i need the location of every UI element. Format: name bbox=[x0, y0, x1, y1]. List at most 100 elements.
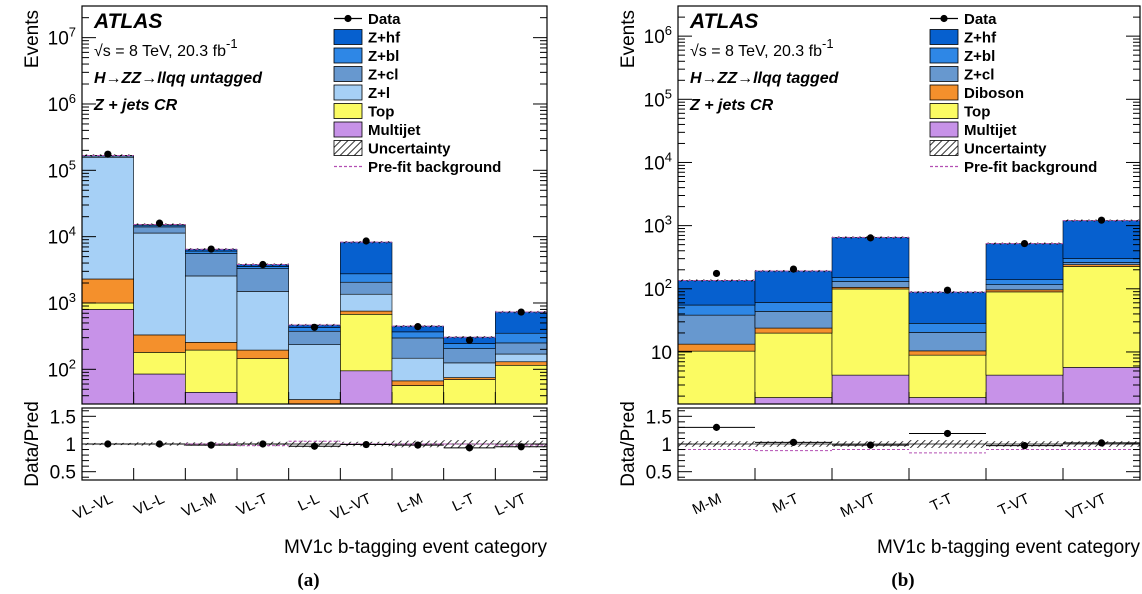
bar-z-hf-t-vt bbox=[985, 243, 1064, 281]
legend-item-z-hf-label: Z+hf bbox=[964, 30, 997, 47]
bar-z-bl-vl-vt bbox=[340, 273, 393, 283]
y-tick-label: 102 bbox=[48, 356, 76, 381]
ratio-point-vt-vt bbox=[1097, 439, 1106, 447]
category-label-l-vt: L-VT bbox=[492, 490, 529, 519]
stacked-bars bbox=[82, 154, 547, 404]
bar-multijet-vl-l bbox=[133, 373, 186, 404]
y-tick-label: 103 bbox=[48, 290, 76, 315]
ratio-point-vl-l bbox=[155, 440, 164, 448]
bar-z-hf-m-t bbox=[754, 270, 833, 303]
legend-item-z-cl-swatch bbox=[929, 66, 959, 82]
category-label-t-vt: T-VT bbox=[996, 490, 1033, 519]
ratio-panel: 0.5 1 1.5 Data/Pred bbox=[618, 401, 1141, 487]
ratio-point-l-m bbox=[414, 441, 422, 449]
bar-diboson-vl-vl bbox=[82, 278, 134, 304]
bar-z-l-l-m bbox=[391, 357, 444, 382]
ratio-y-tick-label: 1 bbox=[65, 435, 76, 456]
bar-multijet-m-vt bbox=[831, 374, 910, 404]
data-point-vl-l bbox=[155, 219, 164, 227]
bar-diboson-vl-vt bbox=[340, 310, 393, 315]
legend-item-pre-fit-background-label: Pre-fit background bbox=[964, 159, 1097, 176]
bar-z-bl-m-vt bbox=[831, 277, 910, 282]
panel-label: (b) bbox=[891, 570, 914, 591]
category-label-l-l: L-L bbox=[295, 490, 322, 515]
legend-item-z-bl-label: Z+bl bbox=[368, 48, 399, 65]
legend-item-multijet-swatch bbox=[929, 121, 959, 138]
legend-item-z-bl-swatch bbox=[333, 47, 363, 64]
bar-z-cl-vl-vt bbox=[340, 281, 393, 295]
legend-item-uncertainty-label: Uncertainty bbox=[964, 141, 1047, 158]
bar-top-l-vt bbox=[495, 364, 547, 404]
bar-diboson-m-m bbox=[678, 343, 756, 352]
ratio-point-t-t bbox=[943, 429, 952, 438]
ratio-point-m-vt bbox=[866, 441, 875, 449]
y-tick-label: 103 bbox=[644, 213, 672, 238]
bar-multijet-vl-vl bbox=[82, 309, 134, 404]
ratio-y-tick-label: 0.5 bbox=[646, 463, 672, 484]
bar-z-bl-m-m bbox=[678, 304, 756, 316]
bar-z-bl-l-vt bbox=[495, 332, 547, 344]
legend-item-data-marker bbox=[940, 14, 948, 23]
legend-item-top-label: Top bbox=[368, 104, 394, 121]
ratio-point-l-t bbox=[465, 444, 474, 452]
panel-label: (a) bbox=[297, 570, 319, 591]
legend-item-z-l-swatch bbox=[333, 84, 363, 101]
bar-z-l-l-vt bbox=[495, 353, 547, 363]
data-point-m-vt bbox=[866, 234, 875, 242]
ratio-panel: 0.5 1 1.5 Data/Pred bbox=[22, 401, 548, 487]
x-axis-title: MV1c b-tagging event category bbox=[284, 537, 547, 558]
legend-item-z-cl-swatch bbox=[333, 66, 363, 82]
ratio-point-l-vt bbox=[517, 443, 525, 451]
data-point-vl-vt bbox=[362, 237, 370, 245]
y-tick-label: 104 bbox=[644, 149, 672, 174]
bar-z-bl-t-vt bbox=[985, 279, 1064, 285]
category-label-vl-vt: VL-VT bbox=[328, 490, 374, 523]
bar-diboson-t-vt bbox=[985, 289, 1064, 293]
legend-item-uncertainty-swatch bbox=[929, 140, 959, 156]
ratio-point-m-t bbox=[789, 438, 798, 446]
y-tick-label: 107 bbox=[48, 25, 76, 50]
data-point-vl-m bbox=[207, 245, 215, 253]
legend-item-data-label: Data bbox=[368, 11, 401, 28]
bar-z-cl-t-vt bbox=[985, 284, 1064, 291]
y-tick-label: 105 bbox=[644, 86, 672, 111]
bar-z-cl-vl-t bbox=[236, 268, 289, 292]
data-point-l-m bbox=[414, 323, 422, 331]
bar-z-cl-m-vt bbox=[831, 281, 910, 288]
legend-item-z-bl-swatch bbox=[929, 47, 959, 64]
x-axis-title: MV1c b-tagging event category bbox=[877, 537, 1140, 558]
bar-z-hf-m-m bbox=[678, 280, 756, 306]
y-tick-label: 102 bbox=[644, 276, 672, 301]
bar-diboson-vl-l bbox=[133, 334, 186, 353]
category-label-l-t: L-T bbox=[450, 490, 478, 515]
bar-z-l-vl-t bbox=[236, 291, 289, 351]
data-point-l-vt bbox=[517, 308, 525, 316]
ratio-point-m-m bbox=[712, 423, 721, 431]
bar-z-l-vl-l bbox=[133, 232, 186, 336]
channel-label: H→ZZ→llqq untagged bbox=[94, 70, 263, 87]
bar-multijet-t-vt bbox=[985, 374, 1064, 404]
data-point-m-m bbox=[712, 269, 721, 278]
data-point-m-t bbox=[789, 265, 798, 273]
bar-z-cl-vl-m bbox=[185, 253, 238, 277]
bar-diboson-t-t bbox=[908, 350, 987, 356]
bar-multijet-vl-vt bbox=[340, 370, 393, 404]
data-point-vt-vt bbox=[1097, 216, 1106, 224]
region-label: Z + jets CR bbox=[93, 97, 178, 114]
bar-z-l-vl-vl bbox=[82, 156, 134, 280]
legend-item-top-swatch bbox=[333, 103, 363, 119]
bar-diboson-vl-t bbox=[236, 349, 289, 359]
category-label-t-t: T-T bbox=[928, 490, 956, 515]
legend-item-pre-fit-background-label: Pre-fit background bbox=[368, 159, 501, 176]
y-tick-label: 106 bbox=[644, 23, 672, 48]
bar-z-hf-vl-vt bbox=[340, 241, 393, 275]
y-tick-label: 105 bbox=[48, 157, 76, 182]
bar-top-vl-vl bbox=[82, 302, 134, 310]
bar-z-cl-l-l bbox=[288, 330, 341, 346]
bar-top-vt-vt bbox=[1062, 266, 1140, 368]
ratio-y-tick-label: 1.5 bbox=[50, 407, 76, 428]
